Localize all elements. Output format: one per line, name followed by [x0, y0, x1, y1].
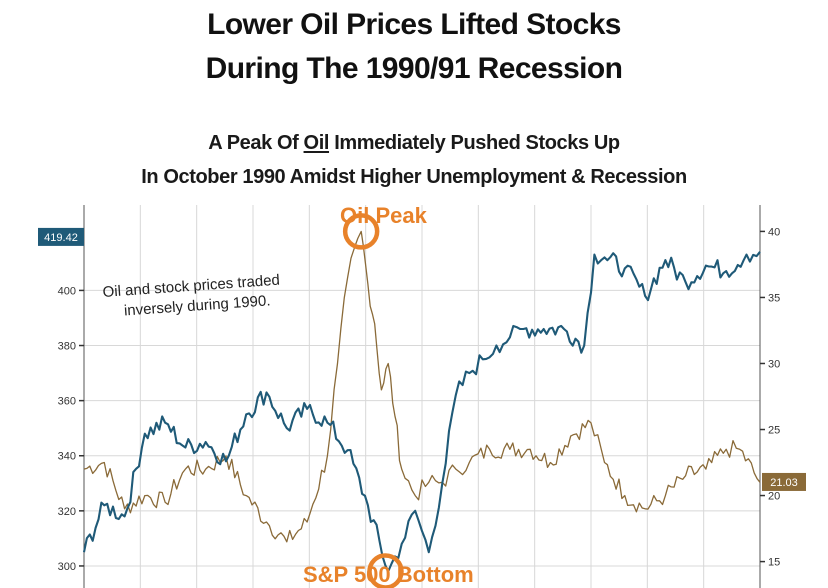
oil-price-line	[83, 230, 761, 543]
oil-peak-circle	[342, 213, 380, 250]
subtitle-prefix: A Peak Of	[208, 132, 304, 154]
oil-last-value-text: 21.03	[770, 477, 798, 489]
oil-last-value-badge	[762, 472, 806, 491]
left-axis-tick-label: 300	[58, 561, 76, 573]
left-axis-tick-label: 320	[58, 506, 76, 518]
left-axis-tick-label: 380	[58, 341, 76, 353]
headline-line-2: During The 1990/91 Recession	[205, 52, 623, 85]
left-axis-tick-label: 400	[58, 285, 76, 297]
left-axis-tick-label: 360	[58, 396, 76, 408]
sp500-line	[82, 251, 761, 573]
right-axis-tick-label: 40	[768, 226, 780, 238]
subtitle-emphasis: Oil	[303, 132, 330, 154]
sp500-bottom-circle	[367, 553, 404, 588]
chart-subtitle-line-2: In October 1990 Amidst Higher Unemployme…	[141, 166, 687, 188]
right-axis-tick-label: 25	[768, 425, 780, 437]
chart-markers: 419.42 21.03	[38, 213, 806, 588]
right-axis-tick-label: 20	[768, 491, 780, 503]
chart-series	[82, 230, 761, 573]
right-axis-tick-label: 30	[768, 358, 780, 370]
sp500-bottom-label: S&P 500 Bottom	[303, 562, 474, 587]
sp500-last-value-badge	[38, 227, 84, 246]
left-axis-tick-label: 340	[58, 451, 76, 463]
right-axis-tick-label: 15	[768, 557, 780, 569]
sp500-last-value-text: 419.42	[44, 232, 78, 244]
chart-subtitle-line-1: A Peak Of Oil Immediately Pushed Stocks …	[0, 132, 828, 155]
subtitle-suffix: Immediately Pushed Stocks Up	[329, 132, 620, 154]
headline-line-1: Lower Oil Prices Lifted Stocks	[207, 8, 621, 41]
chart-axes: 300 320 340 360 380 400 15 20 25 30 35 40	[58, 205, 780, 588]
oil-peak-label: Oil Peak	[340, 203, 427, 228]
right-axis-tick-label: 35	[768, 292, 780, 304]
